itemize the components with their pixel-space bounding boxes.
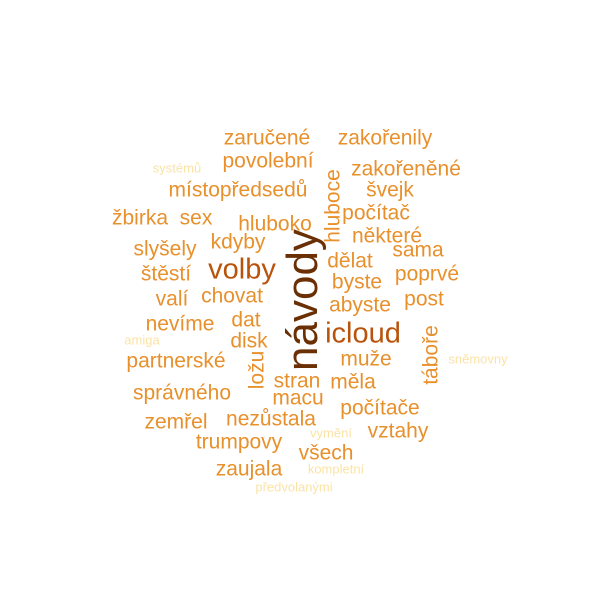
word-nezustala: nezůstala bbox=[226, 407, 316, 431]
word-icloud: icloud bbox=[325, 317, 401, 350]
word-dat: dat bbox=[231, 308, 261, 332]
word-vymeni: vymění bbox=[310, 425, 352, 441]
word-vztahy: vztahy bbox=[367, 419, 429, 443]
word-sama: sama bbox=[392, 238, 444, 262]
word-disk: disk bbox=[230, 329, 268, 353]
word-svejk: švejk bbox=[366, 178, 414, 202]
word-chovat: chovat bbox=[201, 284, 263, 308]
word-nevime: nevíme bbox=[145, 312, 215, 336]
word-poprve: poprvé bbox=[394, 262, 460, 286]
word-trumpovy: trumpovy bbox=[195, 430, 283, 454]
word-macu: macu bbox=[272, 386, 324, 410]
word-nektere: některé bbox=[351, 224, 423, 248]
word-navody: návody bbox=[278, 229, 327, 371]
word-amiga: amiga bbox=[124, 332, 160, 348]
word-vali: valí bbox=[155, 287, 189, 311]
word-kompletni: kompletní bbox=[307, 461, 365, 477]
word-kdyby: kdyby bbox=[210, 230, 266, 254]
word-mistopredsedu: místopředsedů bbox=[168, 178, 308, 202]
word-hluboko: hluboko bbox=[238, 212, 312, 236]
word-predvolanymi: předvolanými bbox=[255, 479, 333, 495]
word-zakorenily: zakořenily bbox=[337, 126, 433, 150]
word-muze: muže bbox=[340, 347, 392, 371]
word-volby: volby bbox=[208, 253, 276, 286]
word-hluboce: hluboce bbox=[321, 169, 345, 243]
word-tabore: táboře bbox=[419, 325, 443, 385]
word-vsech: všech bbox=[298, 441, 354, 465]
word-zemrel: zemřel bbox=[144, 410, 208, 434]
word-mela: měla bbox=[330, 370, 376, 394]
word-abyste: abyste bbox=[329, 293, 391, 317]
word-povolebni: povolební bbox=[222, 149, 314, 173]
word-snemovny: sněmovny bbox=[448, 351, 508, 367]
word-stesti: štěstí bbox=[140, 262, 192, 286]
word-pocitac: počítač bbox=[342, 201, 410, 225]
word-zaujala: zaujala bbox=[215, 457, 283, 481]
word-delat: dělat bbox=[327, 249, 373, 273]
word-spravneho: správného bbox=[132, 381, 232, 405]
word-partnerske: partnerské bbox=[126, 349, 226, 373]
word-lozu: ložu bbox=[245, 350, 269, 390]
word-zbirka: žbirka bbox=[111, 206, 169, 230]
word-pocitace: počítače bbox=[340, 396, 420, 420]
word-zakorenene: zakořeněné bbox=[351, 157, 461, 181]
word-stran: stran bbox=[273, 369, 321, 393]
word-byste: byste bbox=[331, 270, 383, 294]
word-zarucene: zaručené bbox=[223, 126, 311, 150]
word-slysely: slyšely bbox=[133, 237, 197, 261]
word-sex: sex bbox=[179, 206, 213, 230]
word-systemu: systémů bbox=[152, 160, 202, 176]
word-post: post bbox=[404, 287, 444, 311]
